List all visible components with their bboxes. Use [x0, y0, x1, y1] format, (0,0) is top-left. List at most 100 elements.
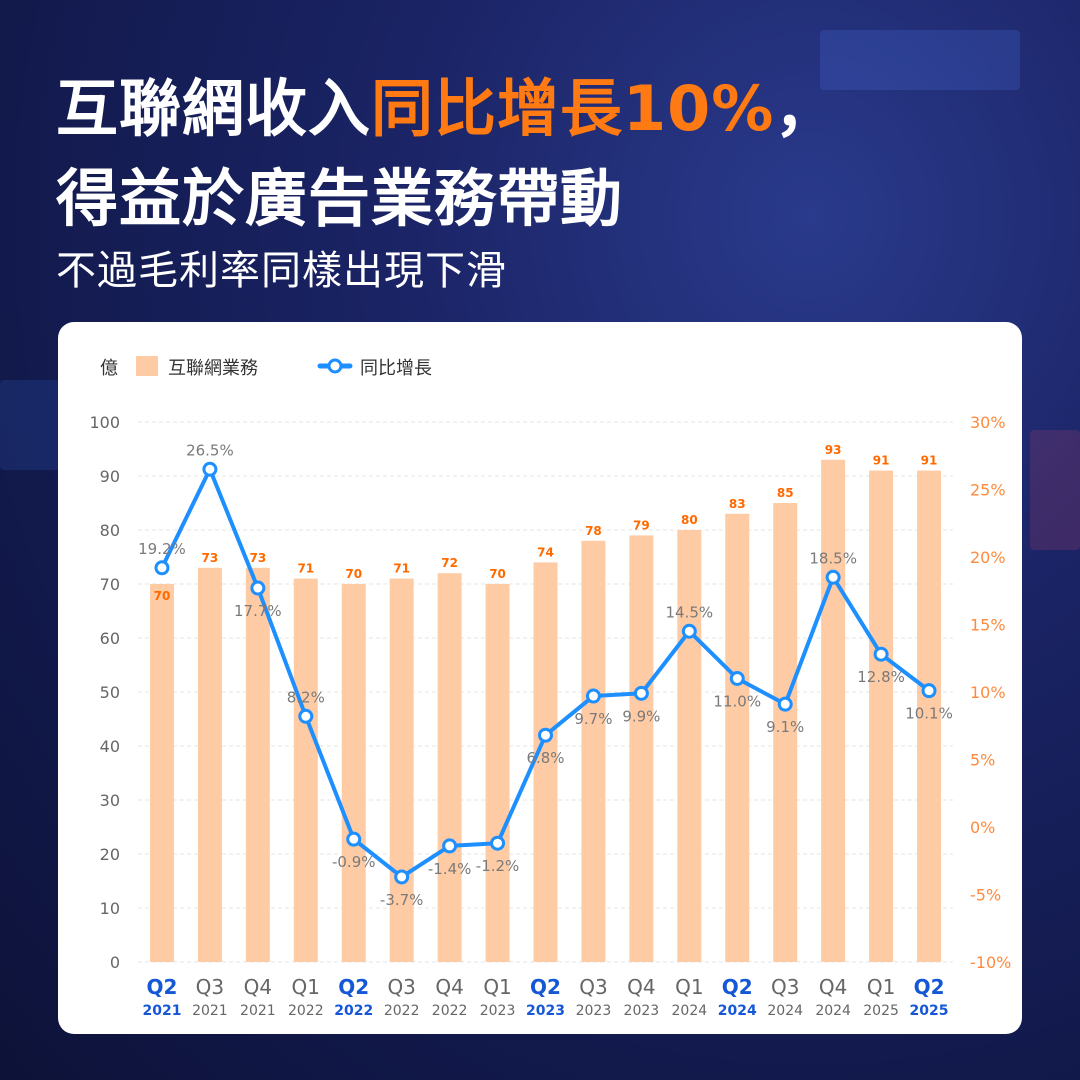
bar-value-label: 71 [297, 562, 314, 576]
x-axis-quarter-label: Q2 [338, 975, 369, 999]
left-axis-tick: 70 [100, 575, 120, 594]
growth-point [873, 646, 889, 662]
bar [485, 584, 510, 962]
bar-value-label: 70 [345, 567, 362, 581]
growth-point [298, 708, 314, 724]
bar [437, 573, 462, 962]
growth-point [154, 560, 170, 576]
right-axis-tick: -10% [970, 953, 1011, 972]
left-axis-tick: 30 [100, 791, 120, 810]
growth-value-label: 8.2% [287, 688, 325, 706]
growth-point [346, 831, 362, 847]
bar [629, 535, 654, 962]
growth-point [729, 671, 745, 686]
background-decoration [1030, 430, 1080, 550]
x-axis-year-label: 2025 [863, 1003, 899, 1019]
bar-value-label: 73 [250, 551, 267, 565]
left-axis-tick: 100 [89, 413, 120, 432]
x-axis-year-label: 2021 [240, 1003, 276, 1019]
x-axis-year-label: 2022 [384, 1003, 420, 1019]
left-axis-tick: 80 [100, 521, 120, 540]
growth-point [921, 683, 937, 699]
x-axis-year-label: 2025 [910, 1003, 949, 1019]
legend-line-marker [327, 358, 343, 374]
chart-card: 億 互聯網業務 同比增長 0 10 20 30 40 50 60 70 80 90 100 -10% -5% 0… [58, 322, 1022, 1034]
bar [581, 540, 606, 962]
title-prefix: 互聯網收入 [56, 72, 372, 145]
growth-value-label: 26.5% [186, 441, 234, 459]
right-axis-tick: 15% [970, 616, 1006, 635]
growth-value-label: 14.5% [665, 603, 713, 621]
x-axis-year-label: 2021 [142, 1003, 181, 1019]
left-axis-tick: 60 [100, 629, 120, 648]
growth-value-label: 10.1% [905, 705, 953, 723]
title-suffix: ， [774, 72, 838, 145]
legend-bar-swatch [136, 356, 158, 376]
x-axis-quarter-label: Q3 [196, 975, 224, 999]
x-axis-quarter-label: Q2 [147, 975, 178, 999]
growth-point [250, 580, 266, 596]
x-axis-quarter-label: Q3 [387, 975, 415, 999]
growth-value-label: 6.8% [526, 749, 564, 767]
growth-value-label: 12.8% [857, 668, 905, 686]
x-axis-quarter-label: Q2 [722, 975, 753, 999]
bar-value-label: 79 [633, 518, 650, 532]
left-axis-tick: 50 [100, 683, 120, 702]
growth-point [633, 685, 649, 701]
growth-value-label: -1.2% [476, 857, 520, 875]
right-axis-tick: 30% [970, 413, 1006, 432]
bar [197, 567, 222, 962]
x-axis-year-label: 2024 [767, 1003, 803, 1019]
growth-point [538, 727, 553, 743]
bar-value-label: 73 [202, 551, 219, 565]
x-axis-year-label: 2023 [526, 1003, 565, 1019]
bar-value-label: 74 [537, 545, 554, 559]
bar [341, 584, 366, 962]
x-axis-quarter-label: Q4 [627, 975, 655, 999]
growth-value-label: -0.9% [332, 853, 376, 871]
growth-value-label: 19.2% [138, 540, 186, 558]
x-axis-year-label: 2022 [334, 1003, 373, 1019]
growth-value-label: 18.5% [809, 549, 857, 567]
bar-value-label: 83 [729, 497, 746, 511]
bar-value-label: 70 [154, 589, 171, 603]
bar-value-label: 91 [921, 454, 938, 468]
right-axis-tick: 5% [970, 751, 995, 770]
growth-value-label: 17.7% [234, 602, 282, 620]
x-axis-quarter-label: Q1 [292, 975, 320, 999]
bar [245, 567, 270, 962]
x-axis-year-label: 2024 [718, 1003, 757, 1019]
combo-chart: 億 互聯網業務 同比增長 0 10 20 30 40 50 60 70 80 90 100 -10% -5% 0… [89, 356, 1011, 1019]
x-axis-year-label: 2021 [192, 1003, 228, 1019]
background-decoration [820, 30, 1020, 90]
bar [821, 459, 846, 962]
x-axis-quarter-label: Q2 [914, 975, 945, 999]
x-axis-quarter-label: Q4 [819, 975, 847, 999]
left-axis-tick: 0 [110, 953, 120, 972]
x-axis-year-label: 2023 [576, 1003, 612, 1019]
bar [533, 562, 558, 962]
growth-value-label: 11.0% [713, 693, 761, 711]
x-axis-year-label: 2023 [480, 1003, 516, 1019]
page-title-line2: 得益於廣告業務帶動 [56, 162, 624, 235]
right-axis-tick: 20% [970, 548, 1006, 567]
bar [293, 578, 318, 962]
legend-bar-label: 互聯網業務 [168, 358, 258, 379]
right-axis-tick: 0% [970, 818, 995, 837]
x-axis-quarter-label: Q3 [771, 975, 799, 999]
x-axis-year-label: 2024 [672, 1003, 708, 1019]
bar [869, 470, 894, 962]
bar-value-label: 80 [681, 513, 698, 527]
x-axis-quarter-label: Q2 [530, 975, 561, 999]
left-axis-tick: 10 [100, 899, 120, 918]
bar [917, 470, 942, 962]
title-highlight: 同比增長10% [371, 72, 775, 145]
bar [773, 503, 798, 962]
x-axis-year-label: 2022 [432, 1003, 468, 1019]
growth-point [442, 838, 458, 854]
bar-value-label: 78 [585, 524, 602, 538]
right-axis-tick: 25% [970, 481, 1006, 500]
growth-value-label: -3.7% [380, 891, 424, 909]
bar-value-label: 91 [873, 454, 890, 468]
x-axis-quarter-label: Q4 [244, 975, 272, 999]
